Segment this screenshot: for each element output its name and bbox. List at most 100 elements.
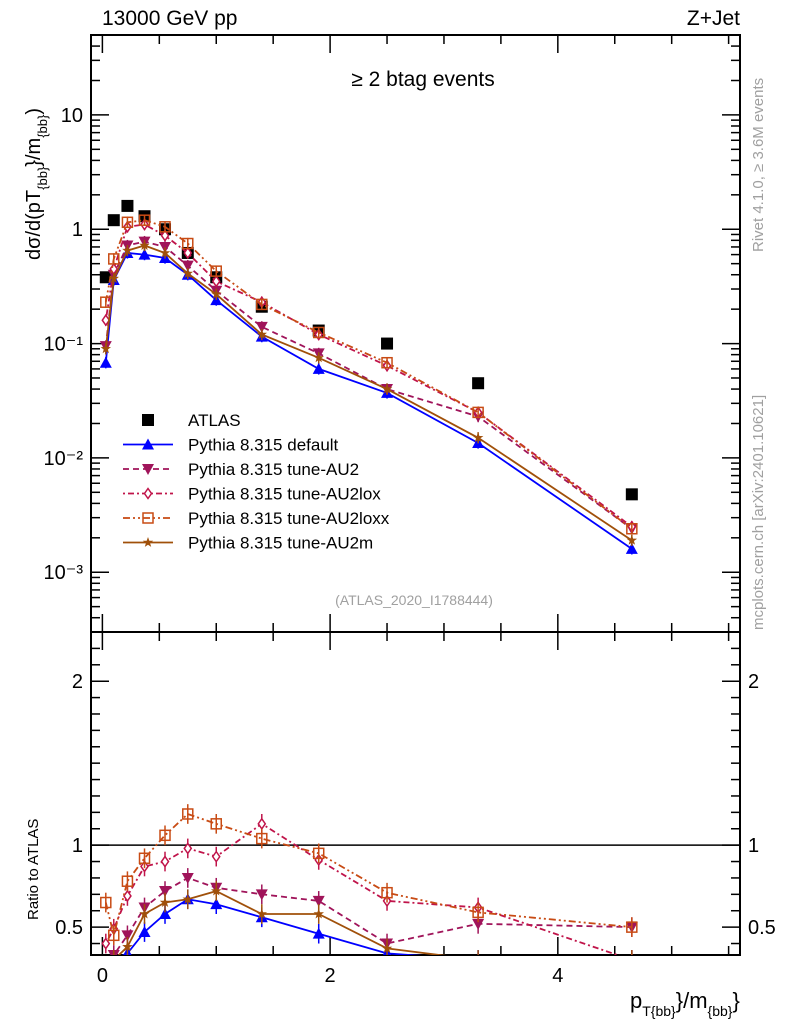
atlas-data-marker (142, 414, 154, 426)
diamond-marker (211, 850, 221, 863)
atlas-data-marker (121, 199, 134, 212)
star-marker (381, 942, 393, 953)
triangle-down-marker (255, 321, 268, 333)
atlas-data-marker (99, 271, 112, 284)
triangle-down-marker (472, 918, 485, 930)
star-marker (211, 885, 222, 896)
x-tick-label: 2 (325, 965, 336, 987)
triangle-up-marker (312, 927, 325, 939)
triangle-down-marker (312, 895, 325, 907)
open-square-marker (210, 265, 222, 277)
open-square-marker (256, 832, 268, 845)
y-tick-label: 10⁻³ (44, 562, 84, 584)
series-line (104, 223, 633, 528)
open-square-marker (210, 818, 222, 830)
legend-label: Pythia 8.315 tune-AU2lox (188, 485, 381, 504)
triangle-up-marker (159, 908, 172, 920)
x-axis-title: pT{bb}}/m{bb}} (630, 988, 740, 1019)
triangle-down-marker (121, 930, 134, 942)
star-marker (313, 908, 324, 919)
triangle-up-marker (312, 362, 325, 374)
star-marker (113, 954, 115, 955)
triangle-up-marker (99, 356, 112, 368)
series-atlas (99, 199, 638, 501)
diamond-marker (101, 937, 111, 950)
diamond-marker (101, 313, 111, 327)
triangle-up-marker (142, 438, 154, 450)
star-marker (139, 908, 150, 919)
star-marker (142, 537, 154, 547)
y-tick-label: 10 (61, 105, 83, 127)
star-marker (139, 240, 150, 250)
y-tick-label: 1 (72, 219, 83, 241)
legend: ATLAS Pythia 8.315 default Pythia 8.315 tu… (123, 411, 390, 553)
diamond-marker (160, 229, 170, 242)
atlas-data-marker (472, 377, 485, 390)
star-marker (122, 941, 133, 952)
open-square-marker (182, 808, 194, 820)
star-marker (108, 273, 119, 284)
star-marker (159, 897, 171, 907)
ratio-y-axis-title: Ratio to ATLAS (25, 819, 42, 920)
ratio-panel: 0 2 4 0.5 0.5 1 1 2 2 (55, 631, 776, 987)
open-square-marker (472, 906, 484, 919)
star-marker (182, 268, 193, 278)
ratio-series-pythia-8-315-tune-au2m (113, 881, 633, 955)
svg-text:dσ/d(pT{bb}}/m{bb}): dσ/d(pT{bb}}/m{bb}) (23, 108, 50, 260)
star-marker (211, 288, 222, 299)
atlas-data-marker (381, 337, 394, 350)
star-marker (122, 245, 133, 256)
legend-label: Pythia 8.315 tune-AU2loxx (188, 509, 390, 528)
open-square-marker (626, 523, 638, 535)
diamond-marker (143, 487, 153, 500)
open-square-marker (138, 214, 151, 226)
legend-item: Pythia 8.315 tune-AU2m (123, 534, 373, 553)
legend-label: ATLAS (188, 411, 241, 430)
side-label-bottom: mcplots.cern.ch [arXiv:2401.10621] (750, 395, 767, 630)
diamond-marker (211, 275, 221, 288)
ratio-y-tick-label-right: 0.5 (748, 917, 776, 939)
triangle-down-marker (142, 464, 154, 475)
analysis-id-label: (ATLAS_2020_I1788444) (335, 592, 493, 608)
ratio-series-line (112, 876, 632, 955)
triangle-up-marker (625, 542, 638, 554)
series-pythia-8-315-tune-au2loxx (100, 214, 638, 535)
diamond-marker (183, 842, 193, 855)
series-pythia-8-315-tune-au2m (100, 239, 638, 546)
open-square-marker (108, 253, 120, 265)
x-tick-label: 4 (552, 965, 563, 987)
atlas-data-marker (625, 488, 638, 501)
open-square-marker (159, 829, 171, 842)
open-square-marker (159, 221, 171, 233)
star-marker (182, 893, 193, 904)
open-square-marker (256, 298, 268, 311)
triangle-down-marker (255, 889, 268, 901)
svg-text:pT{bb}}/m{bb}}: pT{bb}}/m{bb}} (630, 988, 740, 1019)
open-square-marker (121, 216, 134, 229)
open-square-marker (626, 921, 638, 933)
star-marker (477, 954, 479, 955)
main-y-axis-title: dσ/d(pT{bb}}/m{bb}) (23, 108, 50, 260)
open-square-marker (312, 847, 325, 860)
star-marker (626, 534, 638, 545)
star-marker (159, 247, 171, 258)
series-line (104, 219, 633, 530)
main-panel: 10⁻³ 10⁻² 10⁻¹ 1 10 (44, 34, 741, 633)
triangle-up-marker (138, 248, 151, 260)
triangle-down-marker (159, 886, 172, 898)
ratio-y-tick-label-right: 2 (748, 671, 759, 693)
legend-item: Pythia 8.315 tune-AU2 (123, 460, 359, 479)
open-square-marker (381, 886, 393, 899)
triangle-up-marker (210, 898, 223, 910)
open-square-marker (138, 852, 151, 865)
ratio-series-pythia-8-315-tune-au2lox (101, 813, 633, 955)
diamond-marker (183, 246, 193, 260)
ratio-y-tick-label: 1 (72, 835, 83, 857)
open-square-marker (121, 875, 134, 887)
ratio-y-tick-label-right: 1 (748, 835, 759, 857)
series-line (104, 244, 633, 542)
series-line (104, 252, 633, 550)
star-marker (313, 352, 324, 363)
ratio-plot-area (100, 804, 638, 955)
open-square-marker (182, 237, 194, 250)
